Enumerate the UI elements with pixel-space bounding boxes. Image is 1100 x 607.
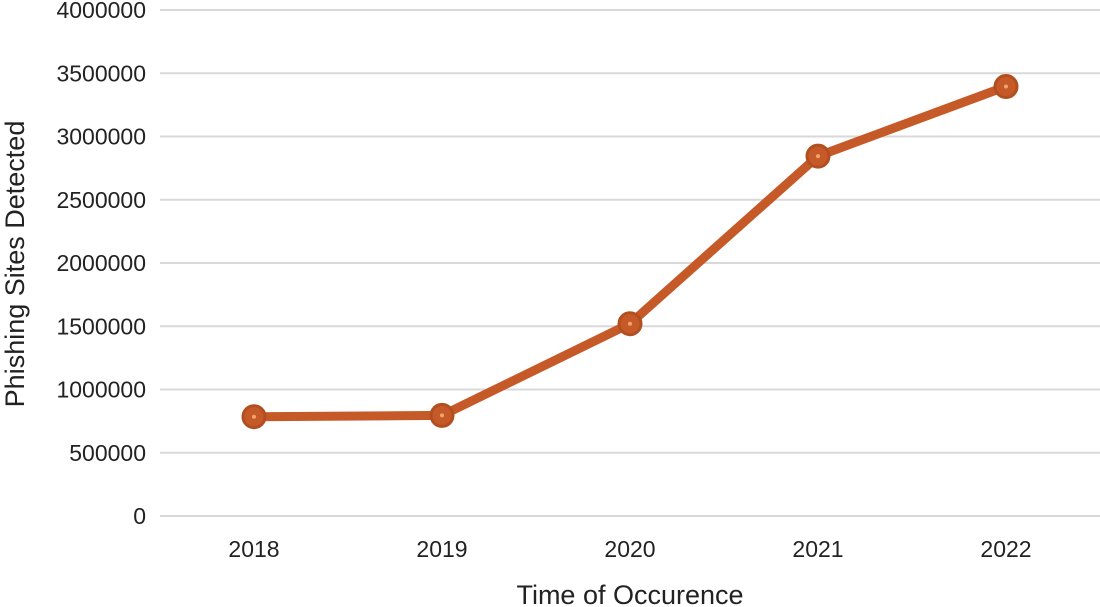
y-tick-label: 2500000 [56,187,146,213]
y-tick-label: 1000000 [56,377,146,403]
data-point-center [1004,84,1008,89]
series-layer [241,74,1019,430]
data-point-center [816,154,820,159]
y-tick-label: 0 [133,503,146,529]
x-tick-label: 2018 [228,536,279,562]
x-tick-label: 2021 [792,536,843,562]
y-tick-label: 1500000 [56,313,146,339]
x-axis-title: Time of Occurence [516,580,743,607]
data-point-center [628,321,632,326]
y-axis-title: Phishing Sites Detected [0,121,30,408]
x-tick-label: 2020 [604,536,655,562]
x-tick-label: 2022 [980,536,1031,562]
data-point-center [252,414,256,419]
y-tick-label: 500000 [69,440,146,466]
data-point-center [440,413,444,418]
y-tick-label: 4000000 [56,0,146,23]
y-tick-label: 3500000 [56,60,146,86]
y-tick-label: 3000000 [56,124,146,150]
y-axis-ticks: 0 500000 1000000 1500000 2000000 2500000 30000… [56,0,146,529]
x-tick-label: 2019 [416,536,467,562]
x-axis-ticks: 2018 2019 2020 2021 2022 [228,536,1031,562]
gridlines [160,9,1100,517]
y-tick-label: 2000000 [56,250,146,276]
